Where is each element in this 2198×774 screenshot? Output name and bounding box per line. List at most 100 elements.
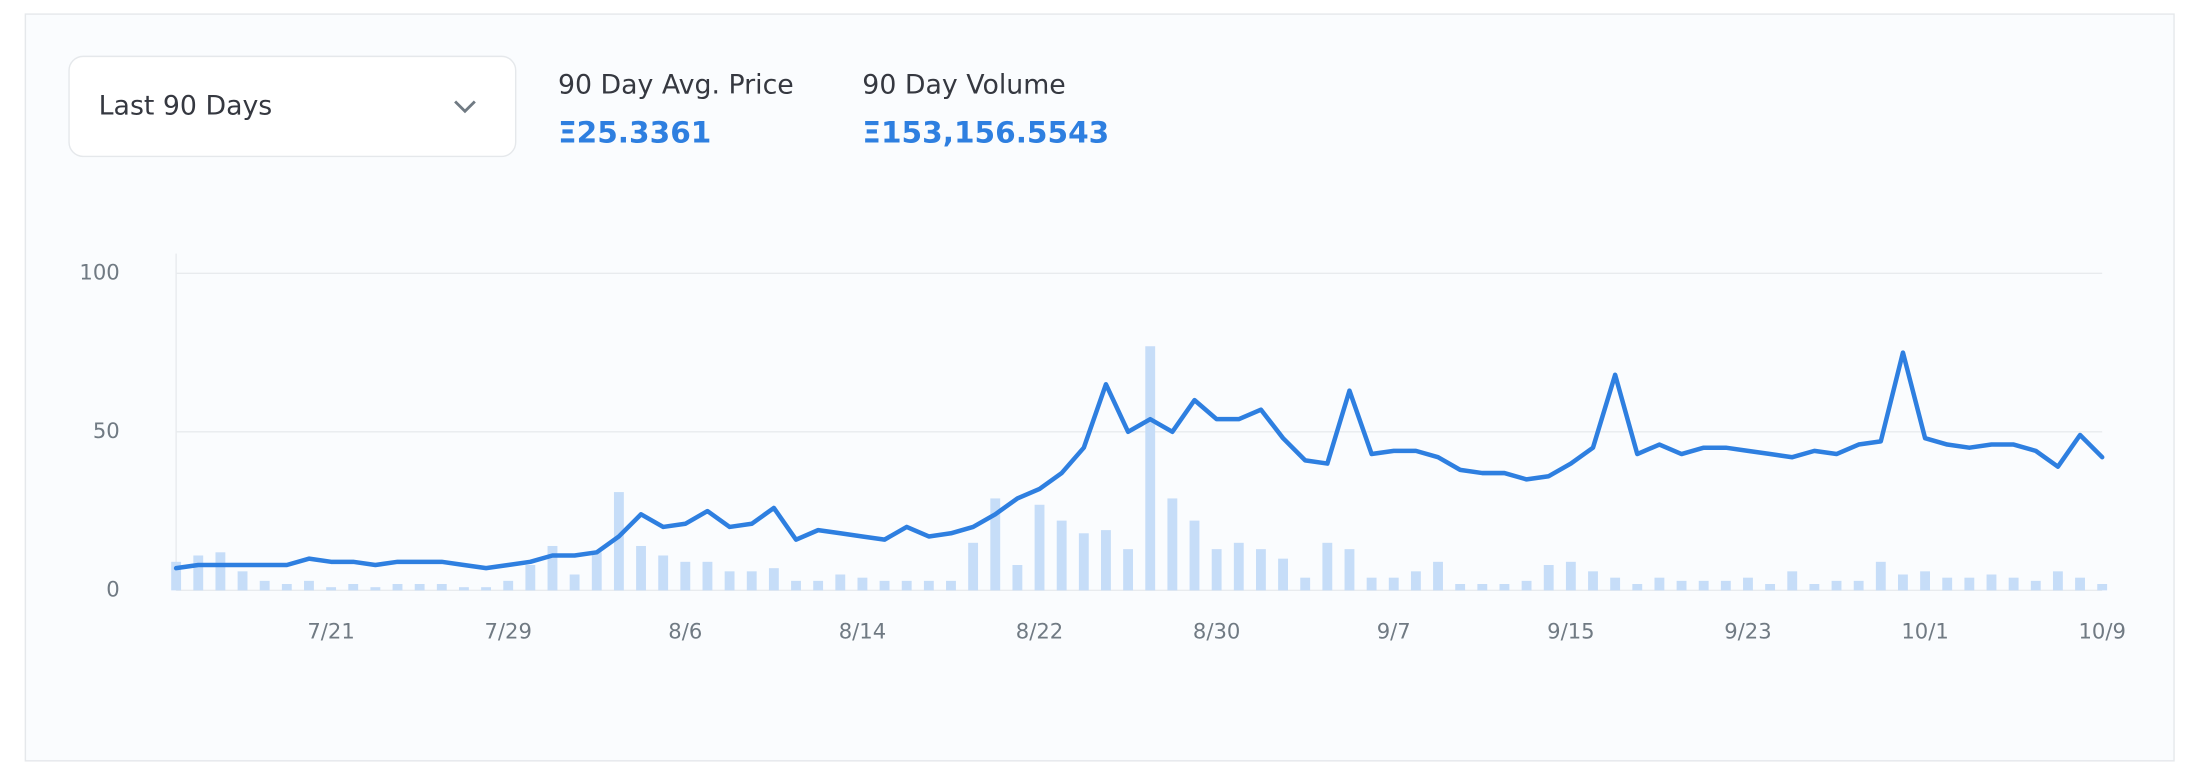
volume-bar <box>1410 571 1421 591</box>
volume-bar <box>1388 577 1399 591</box>
volume-bar <box>879 580 890 591</box>
volume-bar <box>1964 577 1975 591</box>
volume-bar <box>1123 549 1134 591</box>
volume-bar <box>1078 533 1089 591</box>
stat-value: Ξ153,156.5543 <box>862 115 1109 149</box>
volume-bar <box>1698 580 1709 591</box>
volume-bar <box>2075 577 2085 591</box>
volume-bar <box>1809 584 1820 591</box>
volume-bar <box>680 561 691 591</box>
volume-bar <box>1720 580 1731 591</box>
y-tick-label: 100 <box>79 259 119 284</box>
volume-bar <box>835 574 846 591</box>
volume-bar <box>370 587 381 591</box>
volume-bar <box>946 580 956 591</box>
volume-bar <box>1765 584 1776 591</box>
volume-bar <box>1233 542 1244 591</box>
volume-bar <box>923 580 934 591</box>
chevron <box>454 100 476 114</box>
volume-bar <box>1853 580 1864 591</box>
x-tick-label: 8/22 <box>1016 619 1063 644</box>
volume-bar <box>1322 542 1333 591</box>
volume-bar <box>1477 584 1488 591</box>
volume-bar <box>857 577 868 591</box>
volume-bar <box>1676 580 1687 591</box>
volume-bar <box>1167 498 1178 591</box>
volume-bar <box>1743 577 1753 591</box>
volume-bar <box>1300 577 1311 591</box>
volume-bar <box>1101 530 1111 591</box>
volume-bar <box>1034 504 1045 591</box>
volume-bar <box>1366 577 1377 591</box>
volume-bar <box>326 587 337 591</box>
x-tick-label: 8/6 <box>668 619 702 644</box>
volume-bar <box>1875 561 1886 591</box>
volume-bar <box>636 545 646 591</box>
dropdown-box[interactable] <box>68 55 517 158</box>
volume-bar <box>569 574 580 591</box>
volume-bar <box>1145 346 1156 591</box>
volume-bar <box>1455 584 1466 591</box>
dropdown-label[interactable]: Last 90 Days <box>99 91 273 122</box>
volume-bar <box>791 580 801 591</box>
volume-bar <box>2008 577 2019 591</box>
volume-bar <box>1588 571 1598 591</box>
stat-value: Ξ25.3361 <box>558 115 711 149</box>
volume-bar <box>503 580 514 591</box>
volume-bar <box>1610 577 1621 591</box>
stat-label: 90 Day Avg. Price <box>558 69 794 100</box>
volume-bar <box>1543 564 1554 591</box>
volume-bar <box>2052 571 2063 591</box>
volume-bar <box>613 492 624 591</box>
x-tick-label: 9/7 <box>1377 619 1411 644</box>
volume-bar <box>968 542 979 591</box>
price-line <box>173 350 2105 571</box>
y-tick-label: 50 <box>93 418 120 443</box>
volume-bar <box>2097 584 2108 591</box>
volume-bar <box>1986 574 1997 591</box>
volume-bar <box>768 568 779 591</box>
volume-bar <box>724 571 735 591</box>
volume-bar <box>414 584 425 591</box>
volume-bar <box>392 584 403 591</box>
dropdown[interactable]: Last 90 Days <box>68 55 517 158</box>
volume-bar <box>1787 571 1798 591</box>
volume-bar <box>1898 574 1908 591</box>
volume-bar <box>2030 580 2041 591</box>
volume-bar <box>1278 558 1288 591</box>
volume-bar <box>304 580 314 591</box>
volume-bar <box>1012 564 1023 591</box>
volume-bar <box>1499 584 1510 591</box>
x-tick-label: 9/15 <box>1547 619 1594 644</box>
volume-bar <box>1344 549 1355 591</box>
volume-bar <box>1056 520 1067 591</box>
volume-bar <box>702 561 713 591</box>
volume-bar <box>215 552 226 591</box>
volume-bar <box>436 584 447 591</box>
volume-bar <box>547 545 558 591</box>
volume-bar <box>658 555 669 591</box>
stat-label: 90 Day Volume <box>862 69 1065 100</box>
volume-bar <box>237 571 248 591</box>
x-tick-label: 10/9 <box>2078 619 2125 644</box>
volume-bar <box>458 587 469 591</box>
volume-bar <box>591 552 602 591</box>
volume-bar <box>1521 580 1532 591</box>
volume-bar <box>813 580 824 591</box>
volume-bar <box>1831 580 1842 591</box>
x-tick-label: 8/30 <box>1193 619 1240 644</box>
volume-bar <box>1211 549 1222 591</box>
x-tick-label: 10/1 <box>1901 619 1948 644</box>
volume-bar <box>1255 549 1266 591</box>
x-tick-label: 8/14 <box>839 619 886 644</box>
volume-bar <box>171 561 182 591</box>
volume-bar <box>990 498 1001 591</box>
volume-bar <box>348 584 359 591</box>
x-tick-label: 7/21 <box>307 619 354 644</box>
y-tick-label: 0 <box>106 576 119 601</box>
x-tick-label: 9/23 <box>1724 619 1771 644</box>
volume-bar <box>901 580 912 591</box>
volume-bar <box>1632 584 1643 591</box>
